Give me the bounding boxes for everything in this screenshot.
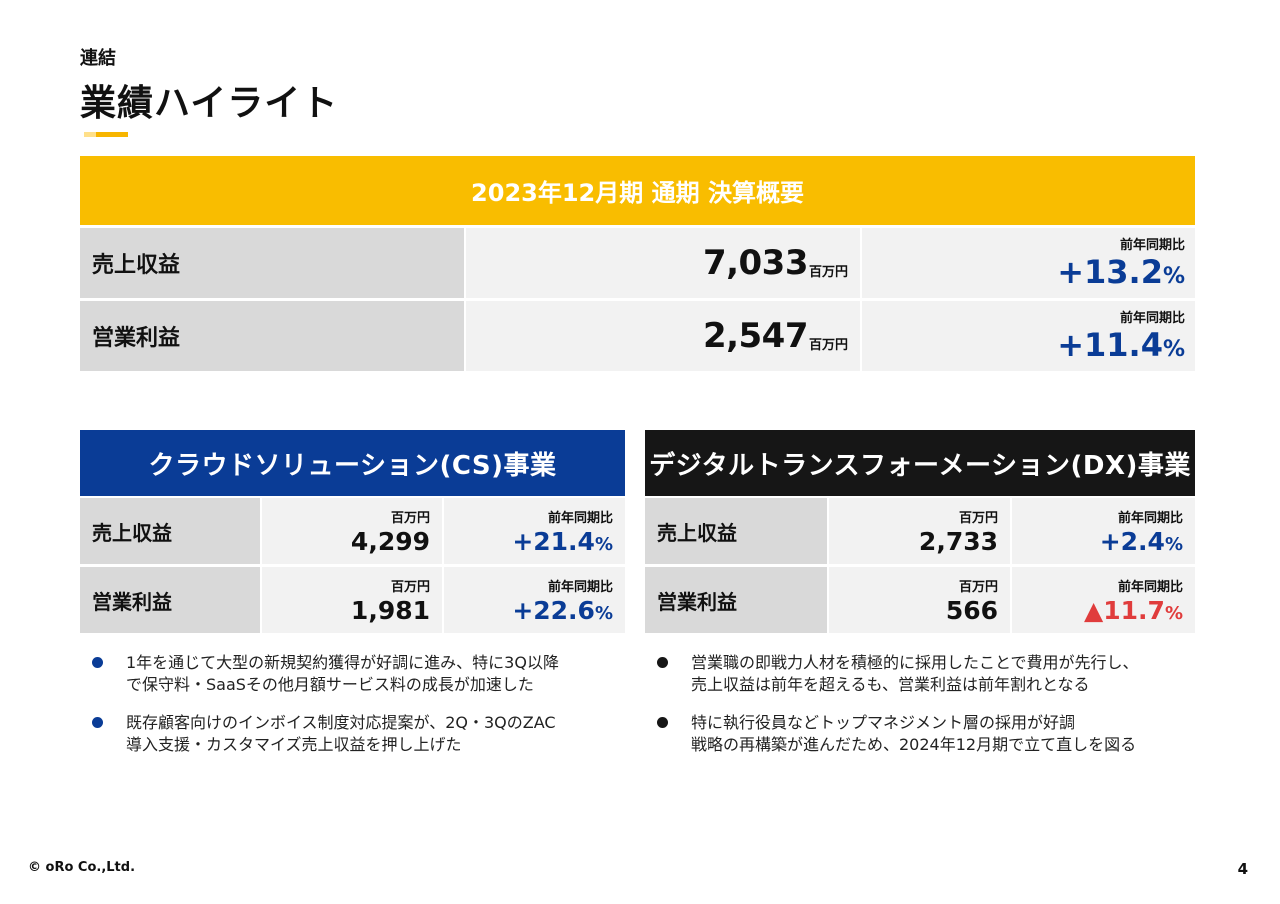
yoy-value: +2.4% xyxy=(1099,527,1183,556)
dx-row-revenue: 売上収益 百万円 2,733 前年同期比 +2.4% xyxy=(645,498,1195,564)
row-label: 売上収益 xyxy=(80,498,260,564)
value-unit: 百万円 xyxy=(958,580,998,595)
yoy-caption: 前年同期比 xyxy=(547,580,613,595)
yoy-value: +22.6% xyxy=(512,596,613,625)
row-label: 営業利益 xyxy=(80,567,260,633)
cs-segment-header: クラウドソリューション(CS)事業 xyxy=(80,430,625,496)
yoy-caption: 前年同期比 xyxy=(1117,511,1183,526)
bullet-dot-icon xyxy=(92,717,103,728)
yoy-cell: 前年同期比 ▲11.7% xyxy=(1012,567,1195,633)
summary-row-operating-profit: 営業利益 2,547 百万円 前年同期比 +11.4% xyxy=(80,301,1195,371)
yoy-caption: 前年同期比 xyxy=(1119,311,1185,326)
list-item: 営業職の即戦力人材を積極的に採用したことで費用が先行し、 売上収益は前年を超える… xyxy=(645,652,1205,696)
dx-segment-header: デジタルトランスフォーメーション(DX)事業 xyxy=(645,430,1195,496)
row-label: 売上収益 xyxy=(80,228,464,298)
value-cell: 百万円 1,981 xyxy=(262,567,442,633)
value-number: 2,547 xyxy=(702,316,809,356)
cs-row-operating-profit: 営業利益 百万円 1,981 前年同期比 +22.6% xyxy=(80,567,625,633)
value-unit: 百万円 xyxy=(958,511,998,526)
row-yoy: 前年同期比 +13.2% xyxy=(862,228,1195,298)
list-item: 特に執行役員などトップマネジメント層の採用が好調 戦略の再構築が進んだため、20… xyxy=(645,712,1205,756)
value-unit: 百万円 xyxy=(390,580,430,595)
yoy-value: +21.4% xyxy=(512,527,613,556)
cs-bullet-list: 1年を通じて大型の新規契約獲得が好調に進み、特に3Q以降 で保守料・SaaSその… xyxy=(80,652,625,772)
bullet-dot-icon xyxy=(92,657,103,668)
yoy-caption: 前年同期比 xyxy=(1117,580,1183,595)
value-number: 1,981 xyxy=(350,596,430,625)
row-label: 営業利益 xyxy=(645,567,827,633)
value-cell: 百万円 2,733 xyxy=(829,498,1010,564)
value-unit: 百万円 xyxy=(808,264,848,280)
yoy-cell: 前年同期比 +22.6% xyxy=(444,567,625,633)
yoy-value: +13.2% xyxy=(1057,253,1185,291)
row-value: 7,033 百万円 xyxy=(466,228,860,298)
value-number: 566 xyxy=(945,596,998,625)
value-number: 4,299 xyxy=(350,527,430,556)
title-accent-bar xyxy=(84,132,128,137)
row-value: 2,547 百万円 xyxy=(466,301,860,371)
yoy-value: ▲11.7% xyxy=(1084,596,1183,625)
value-cell: 百万円 4,299 xyxy=(262,498,442,564)
bullet-dot-icon xyxy=(657,657,668,668)
dx-row-operating-profit: 営業利益 百万円 566 前年同期比 ▲11.7% xyxy=(645,567,1195,633)
summary-row-revenue: 売上収益 7,033 百万円 前年同期比 +13.2% xyxy=(80,228,1195,298)
bullet-dot-icon xyxy=(657,717,668,728)
value-unit: 百万円 xyxy=(808,337,848,353)
row-label: 営業利益 xyxy=(80,301,464,371)
yoy-cell: 前年同期比 +21.4% xyxy=(444,498,625,564)
yoy-cell: 前年同期比 +2.4% xyxy=(1012,498,1195,564)
value-number: 2,733 xyxy=(918,527,998,556)
dx-bullet-list: 営業職の即戦力人材を積極的に採用したことで費用が先行し、 売上収益は前年を超える… xyxy=(645,652,1205,772)
copyright-logo: © oRo Co.,Ltd. xyxy=(28,860,136,875)
cs-row-revenue: 売上収益 百万円 4,299 前年同期比 +21.4% xyxy=(80,498,625,564)
summary-header: 2023年12月期 通期 決算概要 xyxy=(80,156,1195,225)
yoy-caption: 前年同期比 xyxy=(547,511,613,526)
value-cell: 百万円 566 xyxy=(829,567,1010,633)
value-number: 7,033 xyxy=(702,243,809,283)
list-item: 既存顧客向けのインボイス制度対応提案が、2Q・3QのZAC 導入支援・カスタマイ… xyxy=(80,712,625,756)
row-label: 売上収益 xyxy=(645,498,827,564)
list-item: 1年を通じて大型の新規契約獲得が好調に進み、特に3Q以降 で保守料・SaaSその… xyxy=(80,652,625,696)
row-yoy: 前年同期比 +11.4% xyxy=(862,301,1195,371)
page-title: 業績ハイライト xyxy=(80,83,339,124)
section-subtitle: 連結 xyxy=(80,48,116,69)
yoy-value: +11.4% xyxy=(1057,326,1185,364)
yoy-caption: 前年同期比 xyxy=(1119,238,1185,253)
page-number: 4 xyxy=(1237,860,1248,878)
value-unit: 百万円 xyxy=(390,511,430,526)
